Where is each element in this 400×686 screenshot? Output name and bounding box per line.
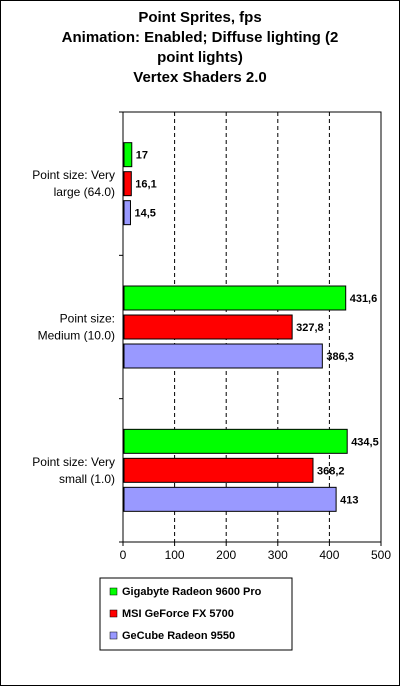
category-label: Medium (10.0) xyxy=(38,329,115,343)
plot-area xyxy=(122,111,382,543)
data-label: 16,1 xyxy=(135,179,156,191)
chart-title-line: Vertex Shaders 2.0 xyxy=(133,69,266,86)
chart-title-line: Animation: Enabled; Diffuse lighting (2 xyxy=(62,29,339,46)
legend-label: Gigabyte Radeon 9600 Pro xyxy=(122,586,262,598)
x-tick-label: 300 xyxy=(268,548,288,562)
legend-box xyxy=(99,577,293,651)
bar xyxy=(123,285,347,311)
bar xyxy=(123,457,314,483)
x-tick-label: 200 xyxy=(216,548,236,562)
category-label: large (64.0) xyxy=(54,185,115,199)
x-tick-label: 400 xyxy=(319,548,339,562)
x-tick-label: 500 xyxy=(371,548,391,562)
bar xyxy=(123,171,132,197)
legend-label: MSI GeForce FX 5700 xyxy=(122,608,234,620)
x-tick-label: 100 xyxy=(165,548,185,562)
bar xyxy=(123,314,293,340)
category-label: small (1.0) xyxy=(59,472,115,486)
bar xyxy=(123,200,131,226)
chart-title-line: Point Sprites, fps xyxy=(138,9,261,26)
legend-swatch xyxy=(109,609,118,618)
data-label: 368,2 xyxy=(317,465,345,477)
legend-swatch xyxy=(109,631,118,640)
legend-swatch xyxy=(109,587,118,596)
data-label: 413 xyxy=(340,494,358,506)
category-label: Point size: xyxy=(60,312,115,326)
data-label: 431,6 xyxy=(350,293,378,305)
bar xyxy=(123,428,348,454)
data-label: 14,5 xyxy=(134,208,155,220)
bar xyxy=(123,142,133,168)
x-tick-label: 0 xyxy=(120,548,127,562)
bar xyxy=(123,343,323,369)
data-label: 17 xyxy=(136,150,148,162)
data-label: 434,5 xyxy=(351,436,379,448)
category-label: Point size: Very xyxy=(32,168,115,182)
data-label: 386,3 xyxy=(326,351,354,363)
legend-label: GeCube Radeon 9550 xyxy=(122,630,235,642)
chart-title-line: point lights) xyxy=(157,49,243,66)
bar xyxy=(123,486,337,512)
data-label: 327,8 xyxy=(296,322,324,334)
category-label: Point size: Very xyxy=(32,455,115,469)
